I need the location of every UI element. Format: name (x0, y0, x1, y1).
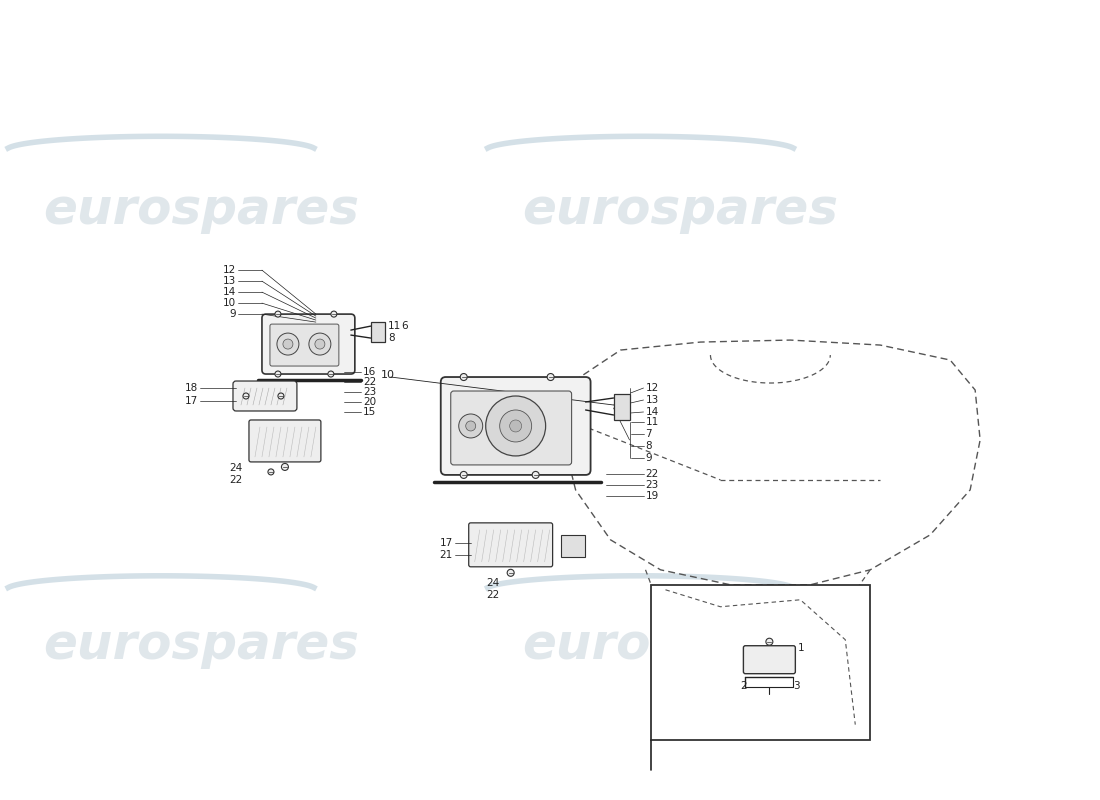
Circle shape (278, 393, 284, 399)
Text: 3: 3 (793, 681, 800, 690)
Text: 22: 22 (486, 590, 499, 600)
Circle shape (547, 374, 554, 381)
Circle shape (268, 469, 274, 475)
Circle shape (509, 420, 521, 432)
Text: 10: 10 (223, 298, 236, 308)
Text: eurospares: eurospares (43, 621, 359, 669)
Circle shape (766, 638, 773, 646)
FancyBboxPatch shape (744, 646, 795, 674)
FancyBboxPatch shape (270, 324, 339, 366)
Text: 8: 8 (646, 441, 652, 451)
Bar (650, 585, 870, 740)
FancyBboxPatch shape (262, 314, 355, 374)
Text: 12: 12 (646, 383, 659, 393)
Bar (371, 322, 385, 342)
Text: 6: 6 (400, 321, 407, 331)
Bar (614, 394, 629, 420)
Text: 9: 9 (230, 309, 236, 319)
Text: 8: 8 (388, 333, 395, 343)
Text: 23: 23 (363, 387, 376, 397)
Circle shape (328, 371, 334, 377)
Text: 22: 22 (363, 377, 376, 387)
Circle shape (486, 396, 546, 456)
Text: 2: 2 (740, 681, 747, 690)
Circle shape (277, 333, 299, 355)
Text: 22: 22 (646, 469, 659, 479)
Text: 16: 16 (363, 367, 376, 377)
Text: 24: 24 (486, 578, 499, 588)
Text: 13: 13 (646, 395, 659, 405)
Circle shape (499, 410, 531, 442)
Text: eurospares: eurospares (522, 621, 838, 669)
Text: 17: 17 (440, 538, 453, 548)
Circle shape (459, 414, 483, 438)
Text: 1: 1 (798, 642, 804, 653)
Circle shape (331, 311, 337, 317)
Circle shape (532, 471, 539, 478)
Circle shape (283, 339, 293, 349)
Text: 20: 20 (363, 397, 376, 407)
Text: eurospares: eurospares (43, 186, 359, 234)
Text: 14: 14 (646, 407, 659, 417)
Text: 12: 12 (222, 265, 236, 275)
Circle shape (243, 393, 249, 399)
Text: 15: 15 (363, 407, 376, 417)
Text: 14: 14 (222, 287, 236, 297)
Text: 17: 17 (185, 396, 198, 406)
Bar (561, 535, 584, 557)
Text: 11: 11 (646, 417, 659, 427)
Text: 24: 24 (230, 463, 243, 473)
Circle shape (460, 374, 467, 381)
Text: eurospares: eurospares (522, 186, 838, 234)
FancyBboxPatch shape (451, 391, 572, 465)
Text: 21: 21 (440, 550, 453, 560)
Circle shape (460, 471, 467, 478)
Text: 7: 7 (646, 429, 652, 439)
Circle shape (465, 421, 475, 431)
Circle shape (315, 339, 324, 349)
Circle shape (309, 333, 331, 355)
Text: 22: 22 (230, 475, 243, 485)
FancyBboxPatch shape (233, 381, 297, 411)
Circle shape (507, 570, 514, 576)
Text: 19: 19 (646, 491, 659, 501)
Text: 13: 13 (222, 276, 236, 286)
FancyBboxPatch shape (441, 377, 591, 475)
Text: 18: 18 (185, 383, 198, 393)
Circle shape (275, 311, 280, 317)
Text: 23: 23 (646, 480, 659, 490)
Text: 10: 10 (381, 370, 395, 380)
Text: 9: 9 (646, 453, 652, 463)
Circle shape (282, 463, 288, 470)
Circle shape (275, 371, 280, 377)
Text: 11: 11 (388, 321, 401, 331)
FancyBboxPatch shape (469, 523, 552, 567)
FancyBboxPatch shape (249, 420, 321, 462)
